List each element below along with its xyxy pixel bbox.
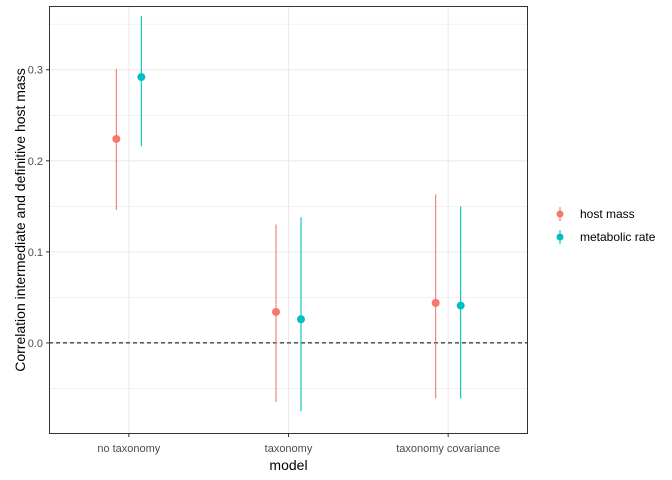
x-axis: no taxonomy taxonomy taxonomy covariance — [97, 434, 500, 455]
panel-border — [49, 6, 528, 434]
legend-label: metabolic rate — [580, 230, 656, 244]
data-point — [297, 315, 305, 324]
x-axis-title: model — [269, 457, 307, 473]
legend-key-point — [556, 210, 564, 218]
data-point — [272, 307, 280, 316]
data-marks — [112, 16, 465, 412]
data-point — [456, 301, 465, 310]
x-tick-label: taxonomy covariance — [396, 443, 500, 455]
y-tick-label: 0.1 — [28, 247, 43, 259]
y-tick-label: 0.0 — [28, 338, 43, 350]
data-point — [112, 134, 121, 143]
x-tick-label: no taxonomy — [97, 443, 160, 455]
major-gridlines — [49, 6, 528, 434]
legend-key-point — [556, 233, 564, 241]
data-point — [137, 73, 146, 82]
y-axis: 0.0 0.1 0.2 0.3 — [28, 65, 49, 350]
y-tick-label: 0.2 — [28, 156, 43, 168]
y-tick-label: 0.3 — [28, 65, 43, 77]
legend: host mass metabolic rate — [556, 207, 656, 244]
data-point — [431, 298, 440, 307]
x-tick-label: taxonomy — [265, 443, 313, 455]
y-axis-title: Correlation intermediate and definitive … — [12, 68, 28, 372]
legend-label: host mass — [580, 207, 635, 221]
